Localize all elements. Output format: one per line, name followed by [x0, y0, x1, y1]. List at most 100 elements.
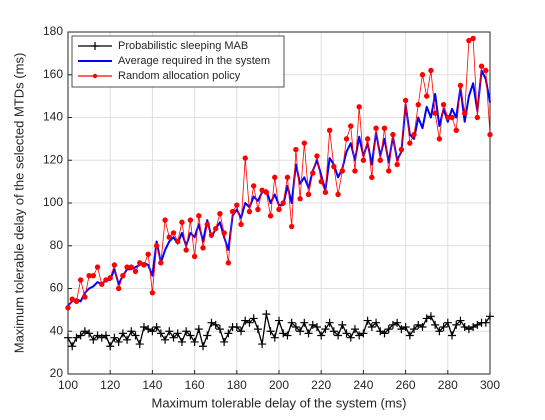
marker — [89, 335, 98, 344]
marker — [439, 322, 448, 331]
marker — [407, 140, 413, 146]
x-tick-label: 300 — [480, 378, 500, 392]
marker — [293, 146, 299, 153]
marker — [258, 340, 267, 349]
marker — [128, 264, 135, 270]
marker — [334, 331, 343, 340]
marker — [390, 131, 396, 138]
legend-marker — [91, 42, 99, 50]
marker — [339, 168, 345, 174]
marker — [376, 327, 385, 336]
marker — [68, 342, 77, 351]
marker — [486, 312, 494, 321]
marker — [203, 331, 212, 340]
marker — [82, 294, 88, 300]
marker — [308, 320, 317, 329]
marker — [473, 320, 482, 329]
marker — [139, 322, 148, 331]
marker — [348, 123, 354, 129]
marker — [418, 322, 427, 331]
marker — [238, 221, 244, 228]
marker — [127, 327, 136, 336]
marker — [204, 221, 210, 228]
marker — [288, 223, 295, 230]
marker — [234, 202, 240, 208]
marker — [279, 329, 288, 338]
marker — [431, 320, 440, 329]
marker — [103, 277, 109, 283]
marker — [460, 322, 469, 331]
y-tick-label: 180 — [43, 24, 63, 38]
marker — [118, 329, 127, 338]
y-axis-label: Maximum tolerable delay of the selected … — [11, 53, 26, 354]
y-tick-label: 80 — [50, 238, 64, 252]
x-tick-label: 120 — [100, 378, 120, 392]
y-tick-label: 20 — [50, 366, 64, 380]
marker — [250, 183, 257, 189]
x-tick-label: 160 — [185, 378, 205, 392]
marker — [325, 318, 334, 327]
marker — [162, 217, 168, 223]
marker — [110, 333, 119, 342]
marker — [182, 327, 191, 336]
marker — [296, 327, 305, 336]
marker — [331, 163, 337, 170]
marker — [352, 168, 358, 174]
marker — [107, 275, 113, 281]
marker — [90, 272, 97, 279]
y-tick-label: 120 — [43, 152, 63, 166]
marker — [220, 337, 229, 346]
y-tick-label: 100 — [43, 195, 63, 209]
y-tick-label: 160 — [43, 67, 63, 81]
marker — [405, 331, 414, 340]
marker — [329, 327, 338, 336]
marker — [169, 333, 178, 342]
marker — [187, 217, 194, 223]
marker — [452, 320, 461, 329]
marker — [448, 331, 457, 340]
marker — [481, 318, 490, 327]
x-tick-label: 200 — [269, 378, 289, 392]
marker — [152, 322, 161, 331]
marker — [360, 157, 367, 163]
marker — [449, 114, 455, 121]
marker — [310, 170, 316, 176]
marker — [436, 136, 443, 142]
marker — [145, 251, 151, 258]
marker — [132, 268, 139, 275]
y-tick-label: 140 — [43, 110, 63, 124]
marker — [367, 322, 376, 331]
marker — [297, 196, 303, 202]
marker — [199, 342, 208, 351]
marker — [229, 208, 236, 215]
marker — [318, 178, 324, 185]
marker — [76, 331, 85, 340]
marker — [213, 225, 219, 232]
marker — [469, 322, 478, 331]
marker — [241, 316, 250, 325]
x-tick-label: 180 — [227, 378, 247, 392]
marker — [249, 314, 258, 323]
marker — [255, 206, 261, 213]
marker — [402, 97, 409, 104]
marker — [312, 322, 321, 331]
marker — [372, 318, 381, 327]
marker — [158, 260, 164, 266]
marker — [343, 136, 350, 142]
marker — [177, 337, 186, 346]
marker — [137, 260, 143, 266]
marker — [470, 35, 476, 42]
marker — [453, 127, 459, 134]
marker — [456, 316, 465, 325]
marker — [225, 260, 232, 266]
x-tick-label: 260 — [396, 378, 416, 392]
x-tick-label: 100 — [58, 378, 78, 392]
marker — [149, 290, 156, 296]
x-tick-label: 280 — [438, 378, 458, 392]
marker — [393, 318, 402, 327]
marker — [80, 327, 89, 336]
marker — [300, 318, 309, 327]
marker — [275, 316, 283, 325]
marker — [364, 136, 371, 142]
marker — [424, 93, 430, 99]
